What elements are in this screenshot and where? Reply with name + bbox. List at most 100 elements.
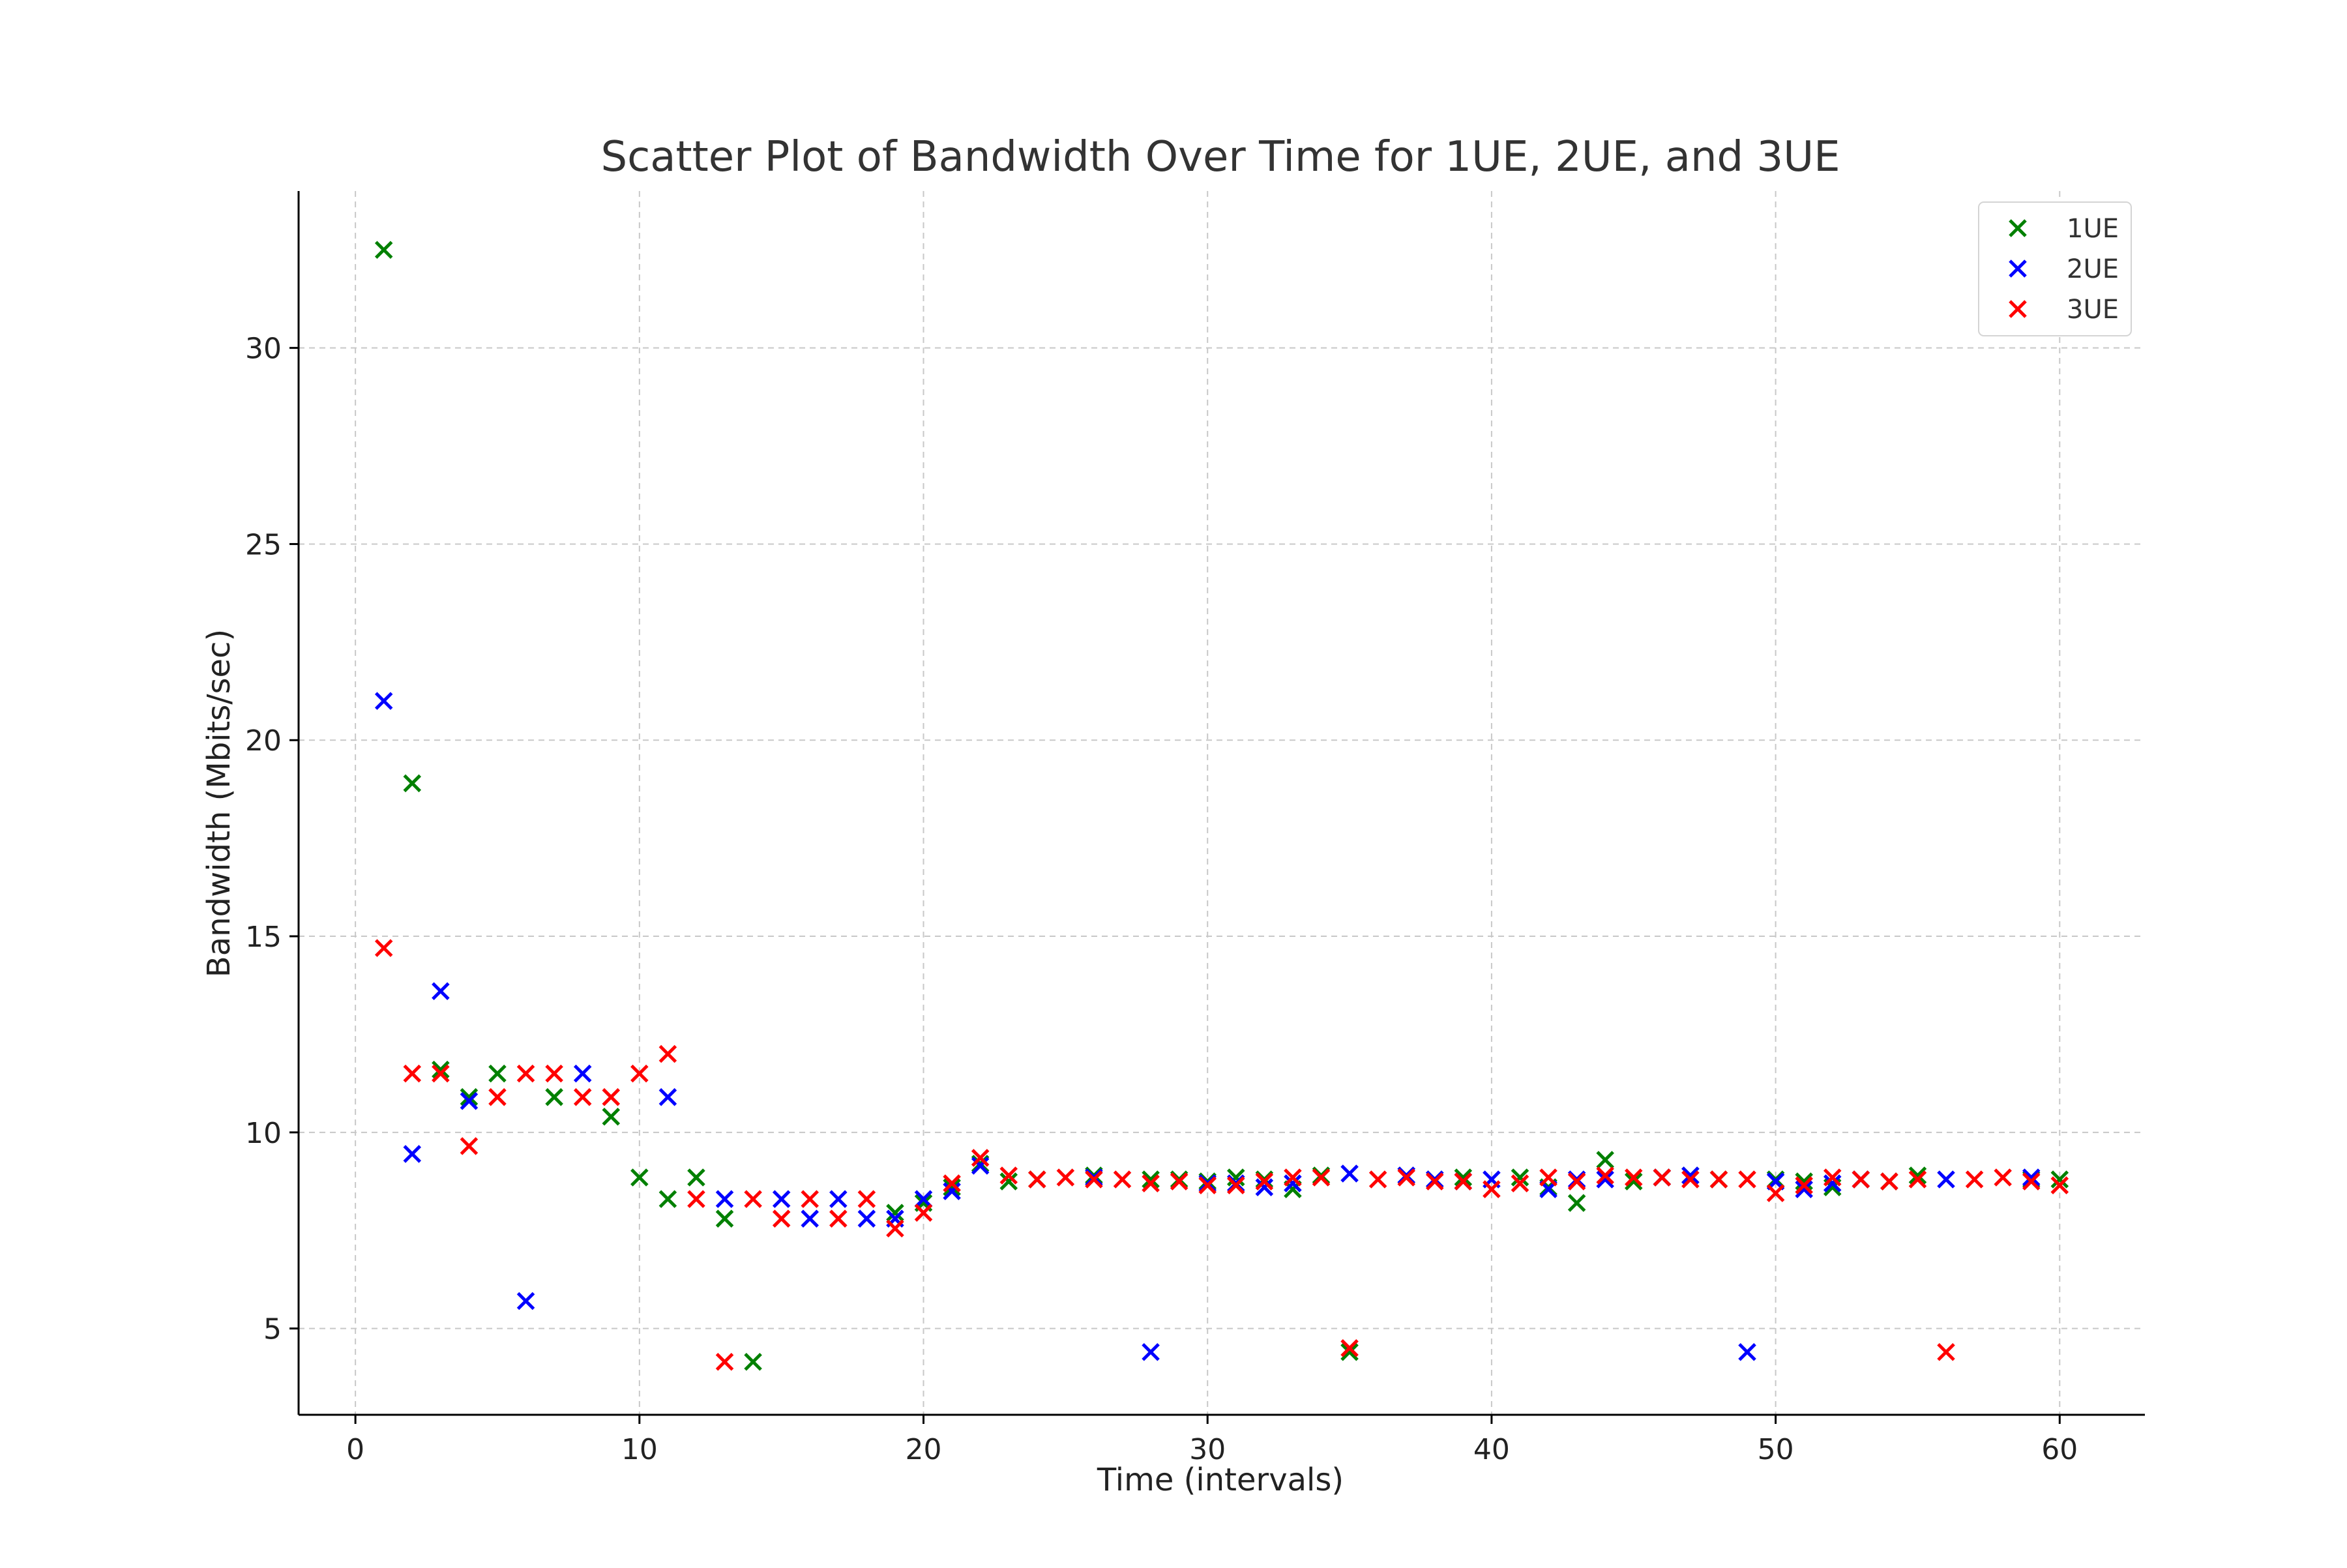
legend: 1UE 2UE 3UE [1978, 201, 2132, 336]
data-point [1340, 1339, 1359, 1357]
data-point [1056, 1168, 1075, 1187]
data-point [772, 1190, 791, 1208]
data-point [403, 1064, 422, 1083]
data-point [630, 1064, 649, 1083]
y-tick-label: 20 [245, 724, 282, 758]
data-point [1738, 1342, 1756, 1361]
data-point [715, 1209, 734, 1228]
data-point [2022, 1172, 2041, 1191]
data-point [1227, 1168, 1245, 1187]
data-point [1483, 1180, 1501, 1198]
data-point [1142, 1174, 1160, 1192]
data-point [829, 1209, 848, 1228]
data-point [1795, 1176, 1813, 1194]
data-point [999, 1166, 1018, 1185]
data-point [1766, 1184, 1785, 1202]
data-point [488, 1064, 507, 1083]
series-3ue [374, 939, 2069, 1371]
data-point [1142, 1170, 1160, 1189]
data-point [403, 1145, 422, 1163]
data-point [744, 1353, 762, 1371]
data-point [1880, 1172, 1898, 1191]
data-point [1937, 1342, 1955, 1361]
data-point [999, 1172, 1018, 1191]
legend-marker [2009, 300, 2027, 318]
y-tick-label: 30 [245, 333, 282, 366]
data-point [1454, 1172, 1473, 1191]
data-point [801, 1190, 819, 1208]
y-tick-label: 5 [263, 1313, 282, 1346]
data-point [914, 1204, 933, 1222]
data-point [943, 1174, 961, 1192]
data-point [1795, 1172, 1813, 1191]
data-point [1454, 1168, 1473, 1187]
data-point [1113, 1170, 1132, 1189]
data-point [545, 1087, 563, 1106]
data-point [460, 1137, 479, 1155]
data-point [545, 1064, 563, 1083]
data-point [602, 1108, 621, 1126]
x-tick-label: 50 [1758, 1433, 1794, 1466]
data-point [488, 1087, 507, 1106]
data-point [1852, 1170, 1870, 1189]
data-point [1567, 1194, 1586, 1212]
data-point [1965, 1170, 1984, 1189]
data-point [658, 1087, 677, 1106]
data-point [658, 1190, 677, 1208]
y-tick-label: 10 [245, 1117, 282, 1150]
data-point [374, 939, 393, 957]
data-point [715, 1353, 734, 1371]
data-point [715, 1190, 734, 1208]
data-point [1227, 1176, 1245, 1194]
legend-label: 3UE [2067, 295, 2119, 325]
data-point [772, 1209, 791, 1228]
legend-box [1978, 201, 2132, 336]
data-point [432, 982, 450, 1001]
data-point [1596, 1166, 1614, 1185]
data-point [1994, 1168, 2012, 1187]
data-point [432, 1064, 450, 1083]
data-point [1340, 1342, 1359, 1361]
axes-layer: 0 10 20 30 40 50 60 5 10 15 20 25 30 [245, 191, 2145, 1466]
data-point [1795, 1180, 1813, 1198]
data-point [1170, 1172, 1188, 1191]
data-point [1567, 1172, 1586, 1191]
data-point [1937, 1170, 1955, 1189]
data-point [630, 1168, 649, 1187]
data-point [1284, 1168, 1302, 1187]
data-point [1198, 1176, 1217, 1194]
x-tick-label: 30 [1189, 1433, 1226, 1466]
data-point [1511, 1168, 1529, 1187]
legend-label: 1UE [2067, 214, 2119, 244]
data-point [460, 1087, 479, 1106]
data-point [1312, 1168, 1331, 1187]
data-point [1397, 1168, 1415, 1187]
data-point [1596, 1151, 1614, 1169]
data-point [744, 1190, 762, 1208]
data-point [374, 241, 393, 259]
data-point [1624, 1172, 1643, 1191]
data-point [914, 1190, 933, 1208]
data-point [1596, 1170, 1614, 1189]
data-point [1511, 1174, 1529, 1192]
x-tick-label: 10 [621, 1433, 658, 1466]
data-point [886, 1219, 904, 1238]
data-point [516, 1292, 535, 1310]
x-tick-label: 40 [1473, 1433, 1510, 1466]
data-point [2050, 1176, 2069, 1194]
points-layer [374, 241, 2069, 1371]
data-point [943, 1178, 961, 1196]
legend-label: 2UE [2067, 254, 2119, 284]
data-point [687, 1190, 705, 1208]
data-point [573, 1064, 592, 1083]
data-point [1340, 1164, 1359, 1183]
data-point [2050, 1170, 2069, 1189]
y-axis-label: Bandwidth (Mbits/sec) [201, 629, 237, 977]
chart-title: Scatter Plot of Bandwidth Over Time for … [600, 133, 1840, 181]
data-point [1255, 1178, 1274, 1196]
data-point [1653, 1168, 1672, 1187]
data-point [1823, 1168, 1842, 1187]
legend-marker [2009, 259, 2027, 278]
data-point [1539, 1168, 1557, 1187]
